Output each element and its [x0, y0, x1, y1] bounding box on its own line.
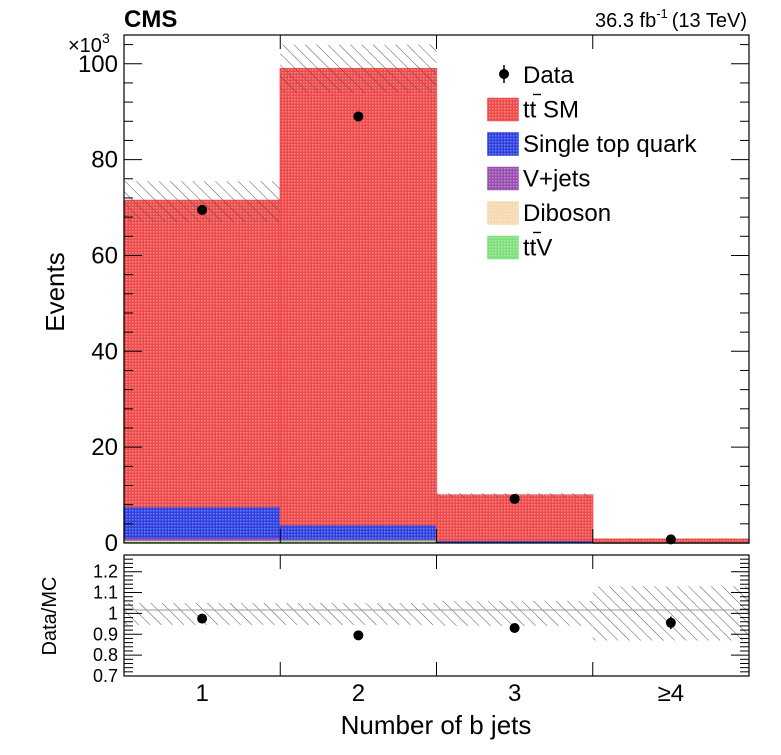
y-tick-label: 80	[91, 147, 118, 174]
x-tick-label-4: ≥4	[658, 680, 685, 707]
x-tick-label-2: 2	[352, 680, 365, 707]
ratio-uncertainty-2	[280, 602, 437, 625]
legend-item-diboson: Diboson	[487, 200, 611, 227]
bar-texture-4-1	[124, 200, 281, 507]
x-axis-label: Number of b jets	[341, 710, 532, 740]
bar-texture-2-2	[280, 538, 437, 541]
ratio-tick-label: 1	[108, 603, 118, 623]
svg-text:tt SM: tt SM	[523, 97, 579, 124]
ratio-tick-label: 1.2	[93, 562, 118, 582]
mc-uncertainty-2	[280, 44, 437, 93]
ratio-tick-label: 0.7	[93, 666, 118, 686]
svg-text:Single top quark: Single top quark	[523, 131, 697, 158]
bar-texture-0-2	[280, 540, 437, 543]
legend-item-data: Data	[499, 62, 574, 89]
bar-texture-3-1	[124, 506, 281, 538]
y-tick-label: 100	[78, 51, 118, 78]
ratio-axis-label: Data/MC	[39, 577, 61, 656]
legend-item-single-top-quark: Single top quark	[487, 131, 697, 158]
data-point-1	[197, 204, 208, 215]
legend-item-v-jets: V+jets	[487, 166, 590, 193]
ratio-point-1	[197, 613, 208, 624]
data-point-2	[353, 111, 364, 122]
y-tick-label: 0	[105, 530, 118, 557]
data-point-3	[509, 493, 520, 504]
ratio-point-3	[509, 623, 520, 634]
mc-uncertainty-1	[124, 181, 281, 222]
svg-text:V+jets: V+jets	[523, 166, 590, 193]
ratio-uncertainty-4	[592, 586, 749, 641]
data-point-4	[665, 534, 676, 545]
bar-texture-3-2	[280, 524, 437, 539]
main-panel: 0 20 40 60 80 100 Data tt SM Single top quark V+…	[78, 34, 750, 557]
x-tick-label-1: 1	[195, 680, 208, 707]
cms-title: CMS	[124, 6, 177, 33]
svg-text:ttV: ttV	[523, 235, 552, 262]
y-axis-label: Events	[40, 252, 70, 332]
bar-texture-3-3	[436, 540, 593, 542]
y-exponent-label: ×103	[68, 30, 110, 57]
y-tick-label: 20	[91, 434, 118, 461]
bar-texture-2-1	[124, 537, 281, 541]
ratio-point-2	[353, 630, 364, 641]
bar-texture-0-1	[124, 541, 281, 543]
ratio-tick-label: 1.1	[93, 583, 118, 603]
legend-item-tt-v: ttV	[487, 231, 552, 262]
bar-texture-4-2	[280, 68, 437, 525]
svg-text:Diboson: Diboson	[523, 200, 611, 227]
y-tick-label: 60	[91, 242, 118, 269]
y-tick-label: 40	[91, 338, 118, 365]
svg-text:Data: Data	[523, 62, 574, 89]
x-tick-label-3: 3	[508, 680, 521, 707]
lumi-label: 36.3 fb-1 (13 TeV)	[595, 6, 747, 32]
ratio-uncertainty-3	[436, 600, 593, 626]
ratio-panel: 0.70.80.911.11.2	[93, 554, 750, 686]
legend-item-tt-sm: tt SM	[487, 93, 579, 124]
ratio-tick-label: 0.9	[93, 624, 118, 644]
ratio-point-4	[665, 617, 676, 628]
ratio-tick-label: 0.8	[93, 645, 118, 665]
